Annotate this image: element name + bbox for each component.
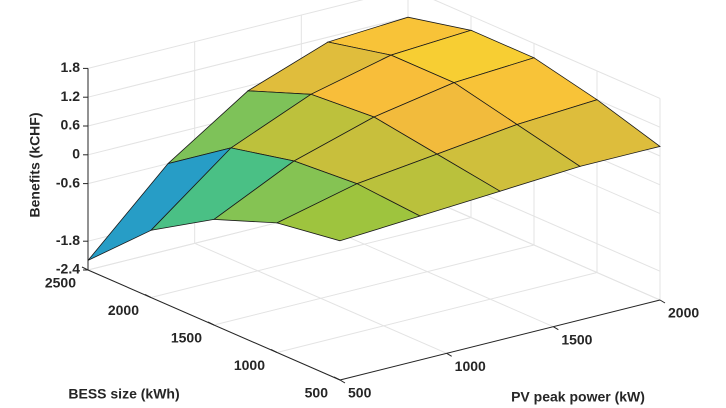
- grid-line: [276, 272, 598, 353]
- y-tick-label: 1000: [234, 357, 265, 373]
- grid-line: [87, 16, 409, 98]
- y-tick: [144, 294, 152, 298]
- y-axis-label: BESS size (kWh): [68, 386, 179, 402]
- z-tick-label: -2.4: [56, 261, 80, 277]
- grid-line: [433, 0, 661, 99]
- y-tick: [207, 321, 215, 326]
- y-tick-label: 1500: [171, 330, 202, 346]
- z-tick-label: -1.8: [56, 232, 80, 248]
- x-tick-label: 1000: [455, 358, 486, 374]
- z-tick-label: 0: [72, 146, 80, 162]
- y-tick-label: 2000: [108, 302, 139, 318]
- x-tick: [553, 326, 559, 331]
- x-tick-label: 500: [348, 385, 372, 401]
- z-tick-label: 0.6: [61, 117, 81, 133]
- y-tick: [81, 266, 89, 271]
- y-tick-label: 2500: [45, 275, 76, 291]
- axis-line: [339, 299, 661, 381]
- z-axis-label: Benefits (kCHF): [27, 112, 43, 217]
- surface-patch: [275, 183, 422, 242]
- grid-line: [407, 189, 661, 301]
- x-tick: [446, 352, 452, 357]
- grid-line: [150, 217, 472, 298]
- grid-line: [87, 0, 364, 69]
- x-tick-label: 1500: [561, 331, 592, 347]
- z-tick-label: 1.2: [61, 88, 81, 104]
- y-tick-label: 500: [305, 385, 329, 401]
- x-axis-label: PV peak power (kW): [511, 389, 645, 405]
- y-tick: [270, 349, 278, 353]
- x-tick: [659, 299, 666, 304]
- x-tick-label: 2000: [668, 305, 699, 321]
- grid-line: [213, 244, 535, 326]
- x-tick: [339, 379, 346, 384]
- z-tick-label: -0.6: [56, 174, 80, 190]
- y-tick: [333, 376, 341, 381]
- z-tick-label: 1.8: [61, 59, 81, 75]
